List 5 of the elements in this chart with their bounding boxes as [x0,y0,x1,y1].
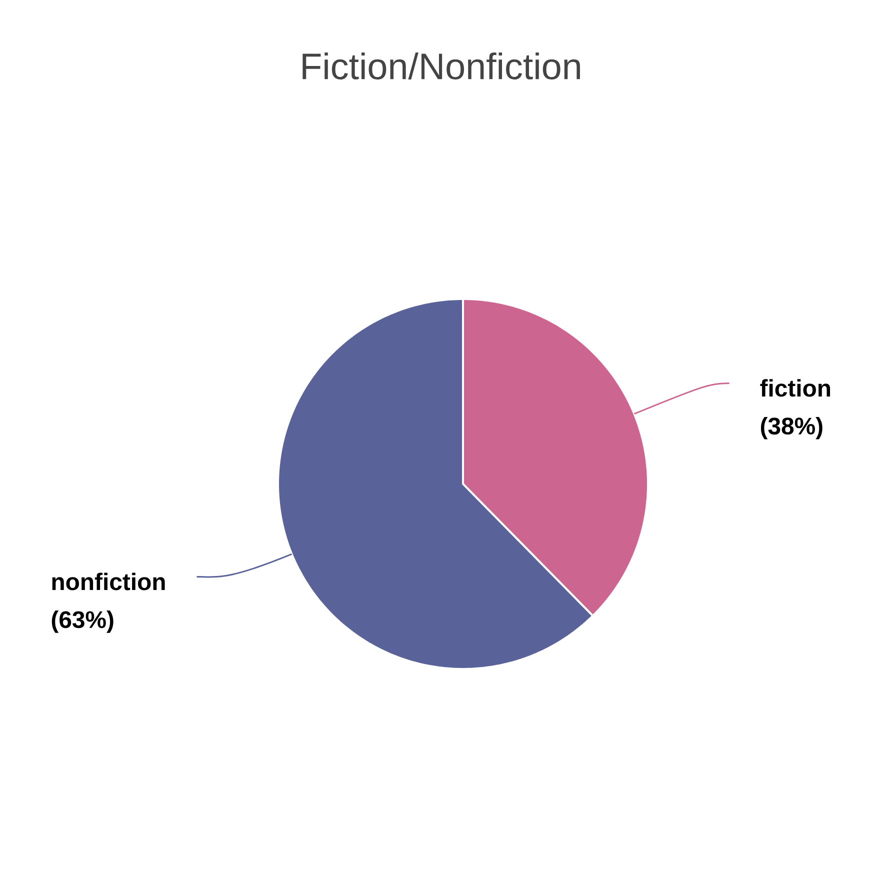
slice-label: nonfiction [52,572,165,590]
chart-title: Fiction/Nonfiction [302,52,580,80]
data-label: (63%) [52,610,114,633]
legend-label: fiction [760,379,830,397]
data-label: (38%) [760,416,822,440]
